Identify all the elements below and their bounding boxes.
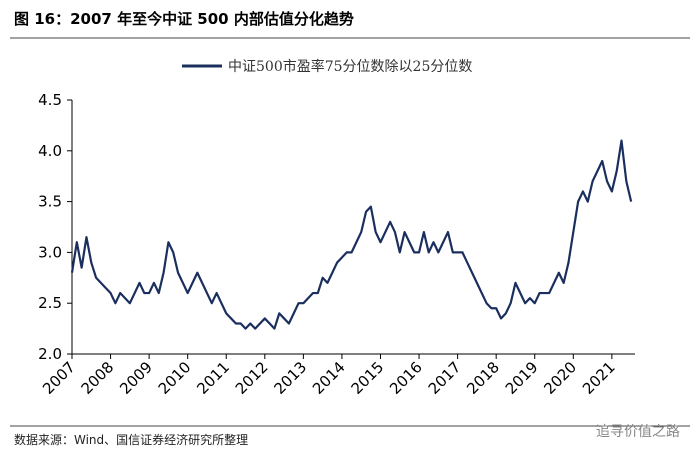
series-line: [70, 139, 633, 330]
y-tick-label: 2.0: [38, 345, 62, 363]
y-tick-label: 2.5: [38, 294, 62, 312]
source-note: 数据来源：Wind、国信证券经济研究所整理: [14, 432, 248, 447]
y-tick-label: 4.0: [38, 142, 62, 160]
x-tick-label: 2018: [463, 358, 503, 398]
x-tick-label: 2013: [270, 358, 310, 398]
x-tick-label: 2011: [193, 358, 233, 398]
x-tick-label: 2021: [579, 358, 619, 398]
x-tick-label: 2012: [232, 358, 272, 398]
x-tick-label: 2016: [386, 358, 426, 398]
x-tick-label: 2014: [309, 358, 349, 398]
x-tick-label: 2010: [155, 358, 195, 398]
x-tick-label: 2017: [425, 358, 465, 398]
x-tick-label: 2007: [39, 358, 79, 398]
chart-title: 图 16：2007 年至今中证 500 内部估值分化趋势: [14, 10, 354, 28]
x-tick-label: 2008: [78, 358, 118, 398]
legend-label: 中证500市盈率75分位数除以25分位数: [228, 58, 472, 75]
x-tick-label: 2015: [348, 358, 388, 398]
x-tick-label: 2009: [116, 358, 156, 398]
x-tick-label: 2019: [502, 358, 542, 398]
x-tick-label: 2020: [540, 358, 580, 398]
watermark: 追寻价值之路: [596, 424, 680, 440]
y-tick-label: 3.0: [38, 243, 62, 261]
y-tick-label: 3.5: [38, 193, 62, 211]
y-tick-label: 4.5: [38, 91, 62, 109]
